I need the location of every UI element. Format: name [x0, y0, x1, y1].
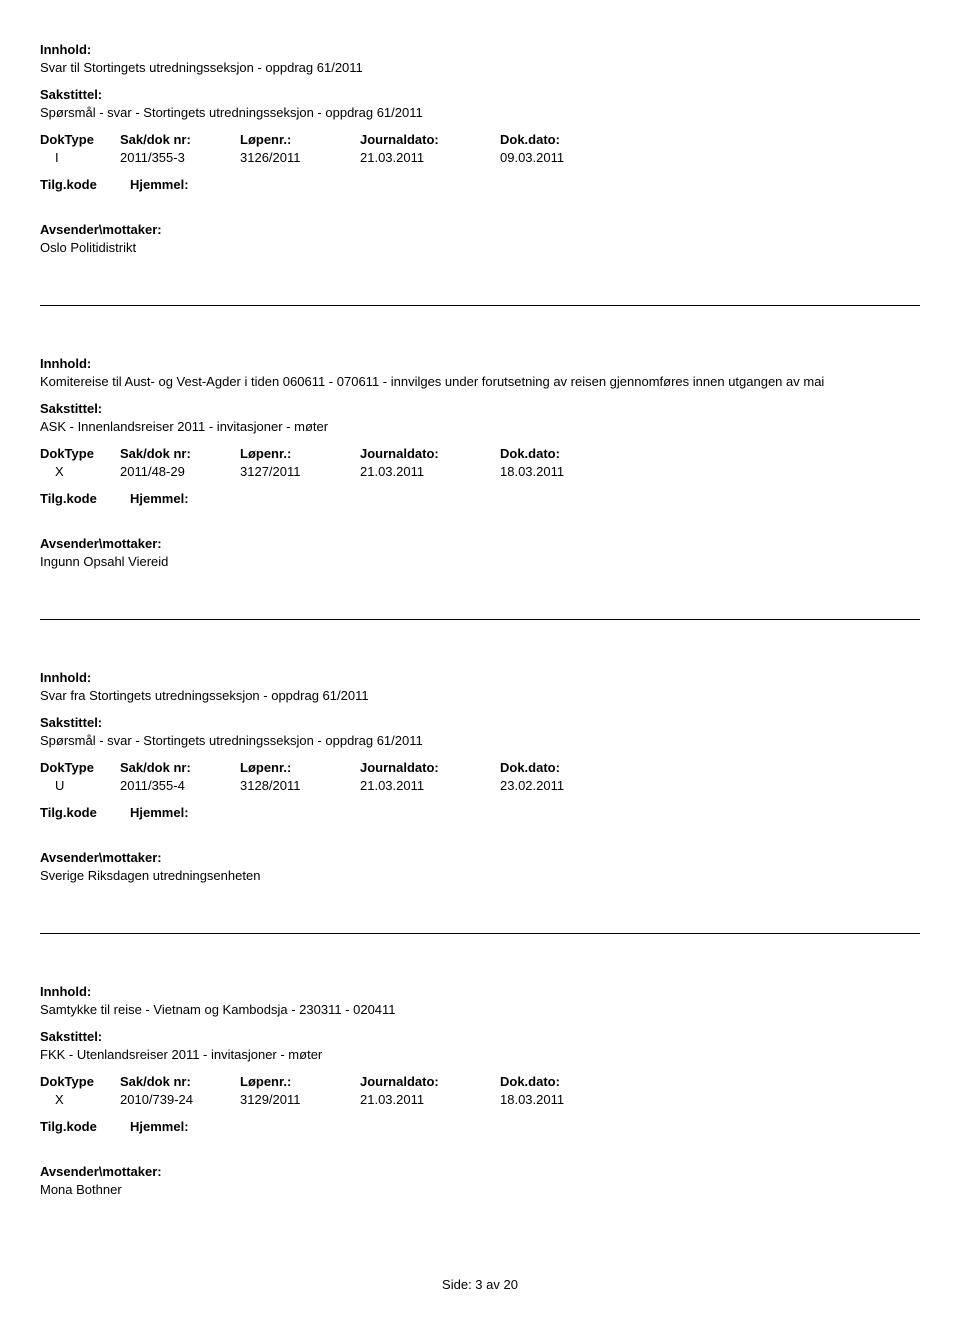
entry-divider — [40, 619, 920, 620]
tilg-header-row: Tilg.kodeHjemmel: — [40, 491, 920, 506]
sakdok-header: Sak/dok nr: — [120, 760, 240, 775]
sakdok-value: 2010/739-24 — [120, 1092, 240, 1107]
hjemmel-header: Hjemmel: — [130, 177, 189, 192]
dokdato-value: 09.03.2011 — [500, 150, 620, 165]
sakdok-value: 2011/355-3 — [120, 150, 240, 165]
dokdato-header: Dok.dato: — [500, 132, 620, 147]
innhold-text: Svar fra Stortingets utredningsseksjon -… — [40, 688, 920, 703]
table-header: DokTypeSak/dok nr:Løpenr.:Journaldato:Do… — [40, 1074, 920, 1089]
sakstittel-label: Sakstittel: — [40, 1029, 920, 1044]
sakstittel-label: Sakstittel: — [40, 87, 920, 102]
hjemmel-header: Hjemmel: — [130, 491, 189, 506]
tilg-header-row: Tilg.kodeHjemmel: — [40, 177, 920, 192]
doktype-value: X — [40, 1092, 120, 1107]
tilgkode-header: Tilg.kode — [40, 805, 130, 820]
avsender-text: Oslo Politidistrikt — [40, 240, 920, 255]
avsender-text: Ingunn Opsahl Viereid — [40, 554, 920, 569]
journaldato-header: Journaldato: — [360, 132, 500, 147]
doktype-value: X — [40, 464, 120, 479]
doktype-header: DokType — [40, 1074, 120, 1089]
innhold-label: Innhold: — [40, 42, 920, 57]
journal-entry: Innhold: Svar til Stortingets utredningss… — [40, 42, 920, 306]
table-header: DokTypeSak/dok nr:Løpenr.:Journaldato:Do… — [40, 760, 920, 775]
lopenr-header: Løpenr.: — [240, 1074, 360, 1089]
doktype-header: DokType — [40, 446, 120, 461]
dokdato-value: 23.02.2011 — [500, 778, 620, 793]
avsender-label: Avsender\mottaker: — [40, 536, 920, 551]
sakstittel-text: Spørsmål - svar - Stortingets utrednings… — [40, 733, 920, 748]
sakdok-header: Sak/dok nr: — [120, 132, 240, 147]
sakstittel-text: FKK - Utenlandsreiser 2011 - invitasjone… — [40, 1047, 920, 1062]
innhold-text: Komitereise til Aust- og Vest-Agder i ti… — [40, 374, 920, 389]
doktype-value: I — [40, 150, 120, 165]
sakdok-value: 2011/355-4 — [120, 778, 240, 793]
lopenr-value: 3129/2011 — [240, 1092, 360, 1107]
dokdato-header: Dok.dato: — [500, 760, 620, 775]
lopenr-value: 3127/2011 — [240, 464, 360, 479]
dokdato-value: 18.03.2011 — [500, 464, 620, 479]
dokdato-value: 18.03.2011 — [500, 1092, 620, 1107]
journaldato-value: 21.03.2011 — [360, 150, 500, 165]
entry-divider — [40, 933, 920, 934]
doktype-header: DokType — [40, 132, 120, 147]
hjemmel-header: Hjemmel: — [130, 1119, 189, 1134]
doktype-header: DokType — [40, 760, 120, 775]
avsender-label: Avsender\mottaker: — [40, 222, 920, 237]
table-row: U2011/355-43128/201121.03.201123.02.2011 — [40, 778, 920, 793]
journaldato-header: Journaldato: — [360, 446, 500, 461]
dokdato-header: Dok.dato: — [500, 1074, 620, 1089]
journaldato-header: Journaldato: — [360, 1074, 500, 1089]
lopenr-value: 3128/2011 — [240, 778, 360, 793]
lopenr-header: Løpenr.: — [240, 760, 360, 775]
journal-entry: Innhold: Komitereise til Aust- og Vest-Ag… — [40, 356, 920, 620]
innhold-text: Samtykke til reise - Vietnam og Kambodsj… — [40, 1002, 920, 1017]
sakdok-header: Sak/dok nr: — [120, 446, 240, 461]
page-footer: Side: 3 av 20 — [40, 1277, 920, 1292]
avsender-label: Avsender\mottaker: — [40, 850, 920, 865]
tilgkode-header: Tilg.kode — [40, 1119, 130, 1134]
sakdok-header: Sak/dok nr: — [120, 1074, 240, 1089]
sakstittel-label: Sakstittel: — [40, 401, 920, 416]
doktype-value: U — [40, 778, 120, 793]
lopenr-value: 3126/2011 — [240, 150, 360, 165]
lopenr-header: Løpenr.: — [240, 446, 360, 461]
sakstittel-text: ASK - Innenlandsreiser 2011 - invitasjon… — [40, 419, 920, 434]
hjemmel-header: Hjemmel: — [130, 805, 189, 820]
sakstittel-label: Sakstittel: — [40, 715, 920, 730]
lopenr-header: Løpenr.: — [240, 132, 360, 147]
tilgkode-header: Tilg.kode — [40, 177, 130, 192]
innhold-label: Innhold: — [40, 984, 920, 999]
avsender-text: Mona Bothner — [40, 1182, 920, 1197]
journal-entry: Innhold: Samtykke til reise - Vietnam og … — [40, 984, 920, 1197]
journal-entry: Innhold: Svar fra Stortingets utredningss… — [40, 670, 920, 934]
table-row: I2011/355-33126/201121.03.201109.03.2011 — [40, 150, 920, 165]
table-header: DokTypeSak/dok nr:Løpenr.:Journaldato:Do… — [40, 446, 920, 461]
avsender-text: Sverige Riksdagen utredningsenheten — [40, 868, 920, 883]
avsender-label: Avsender\mottaker: — [40, 1164, 920, 1179]
table-row: X2011/48-293127/201121.03.201118.03.2011 — [40, 464, 920, 479]
innhold-text: Svar til Stortingets utredningsseksjon -… — [40, 60, 920, 75]
entry-divider — [40, 305, 920, 306]
tilgkode-header: Tilg.kode — [40, 491, 130, 506]
innhold-label: Innhold: — [40, 356, 920, 371]
journaldato-value: 21.03.2011 — [360, 778, 500, 793]
journaldato-value: 21.03.2011 — [360, 464, 500, 479]
sakdok-value: 2011/48-29 — [120, 464, 240, 479]
tilg-header-row: Tilg.kodeHjemmel: — [40, 1119, 920, 1134]
journaldato-value: 21.03.2011 — [360, 1092, 500, 1107]
innhold-label: Innhold: — [40, 670, 920, 685]
table-header: DokTypeSak/dok nr:Løpenr.:Journaldato:Do… — [40, 132, 920, 147]
tilg-header-row: Tilg.kodeHjemmel: — [40, 805, 920, 820]
table-row: X2010/739-243129/201121.03.201118.03.201… — [40, 1092, 920, 1107]
sakstittel-text: Spørsmål - svar - Stortingets utrednings… — [40, 105, 920, 120]
journaldato-header: Journaldato: — [360, 760, 500, 775]
dokdato-header: Dok.dato: — [500, 446, 620, 461]
